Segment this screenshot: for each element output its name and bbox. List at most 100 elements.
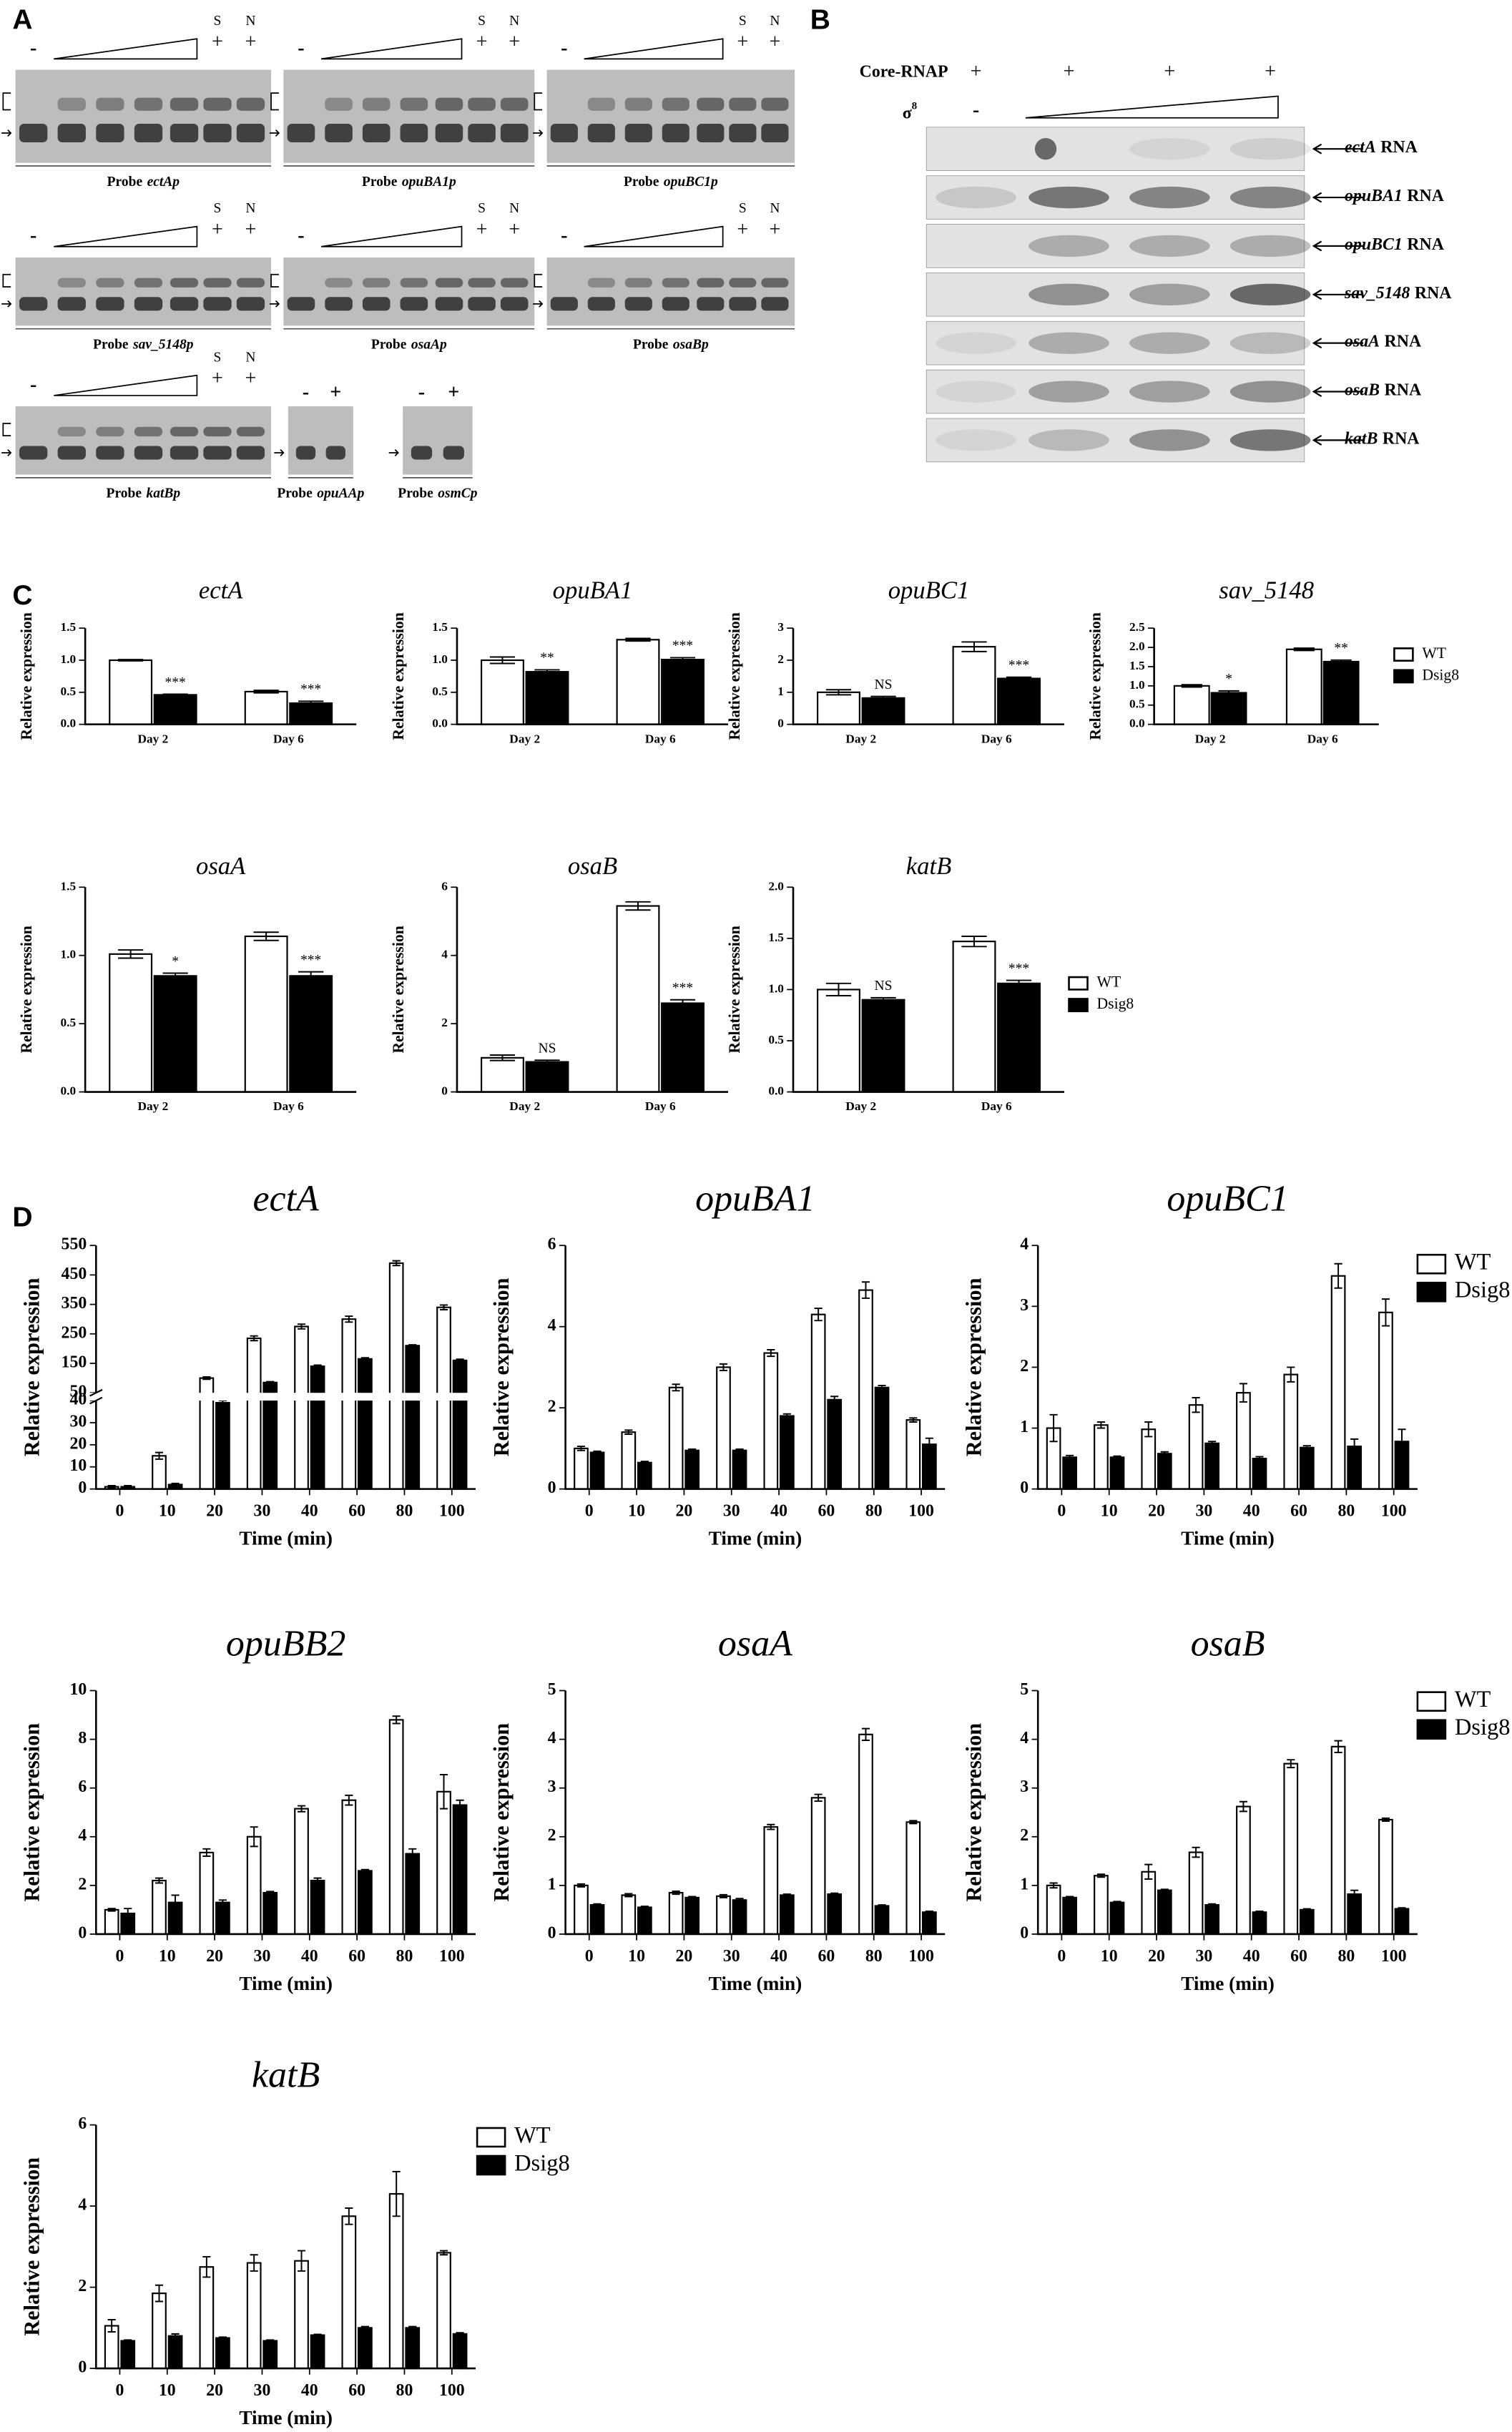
error-bar [1192, 1396, 1200, 1413]
bar [1094, 1424, 1109, 1490]
significance-label: *** [672, 981, 693, 996]
error-bar [392, 1715, 401, 1725]
x-tick-label: 100 [439, 1502, 465, 1521]
error-bar [1113, 1455, 1121, 1460]
y-tick-label: 6 [78, 2114, 87, 2133]
legend-label: Dsig8 [1422, 666, 1459, 683]
bar [858, 1733, 873, 1936]
bar [952, 941, 996, 1093]
blot-suffix: RNA [1385, 333, 1422, 351]
bar [779, 1894, 795, 1936]
chart-title: opuBC1 [1167, 1178, 1288, 1219]
x-tick-label: 0 [115, 1502, 124, 1521]
lane-sign: + [769, 219, 780, 241]
error-bar [313, 2333, 322, 2337]
treatment-label: N [245, 201, 255, 216]
y-tick-label: 1 [1020, 1418, 1029, 1436]
gel-shift-band [468, 278, 496, 288]
x-axis-label: Time (min) [1181, 1527, 1275, 1549]
gel-shift-band [435, 97, 463, 111]
bar [436, 2252, 451, 2370]
x-tick-label: Day 2 [137, 732, 168, 745]
bar [905, 1821, 921, 1936]
error-bar [1049, 1882, 1058, 1889]
y-tick-label: 0 [777, 717, 784, 730]
x-tick-label: 30 [723, 1502, 740, 1521]
gel-shift-band [57, 97, 86, 111]
error-bar [1287, 1366, 1295, 1383]
gel-label-probe: Probe [633, 338, 669, 353]
error-bar [861, 1727, 870, 1741]
axis-line [564, 1690, 946, 1936]
error-bar [250, 1335, 258, 1342]
gel-band [362, 297, 391, 311]
gel-band [729, 124, 757, 143]
bar [1285, 648, 1322, 725]
x-tick-label: 0 [115, 2381, 124, 2400]
y-tick-label: 0 [78, 1479, 87, 1497]
lane-sign: - [561, 37, 567, 59]
bar [861, 999, 905, 1093]
bar [289, 702, 333, 725]
free-probe-arrow [533, 300, 544, 308]
gel [283, 257, 535, 326]
blot-band [1129, 283, 1210, 305]
y-tick-label: 0.0 [1129, 717, 1145, 730]
gel-shift-band [236, 278, 265, 288]
gel-shift-band [134, 426, 163, 437]
gel-band [729, 297, 757, 311]
gel-label: Probe opuAAp [277, 486, 364, 501]
blot-band [1034, 137, 1057, 160]
error-bar [202, 1848, 211, 1857]
core-sign: + [1164, 60, 1175, 82]
x-tick-label: Day 6 [273, 732, 304, 745]
error-bar [439, 1774, 448, 1810]
axis-break-gap [87, 1393, 479, 1401]
gel-label: Probe osaAp [371, 338, 447, 353]
y-axis-label: Relative expression [726, 926, 743, 1053]
shift-bracket [2, 273, 11, 288]
error-bar [1160, 1451, 1169, 1456]
blot-row-label: osaA RNA [1345, 333, 1422, 351]
gel-label: Probe osmCp [398, 486, 477, 501]
y-tick-label: 2.0 [768, 879, 784, 893]
error-bar [1398, 1907, 1406, 1911]
gel-shift-band [468, 97, 496, 111]
gel-shift-band [96, 426, 124, 437]
error-bar [1239, 1800, 1248, 1813]
error-bar [782, 1893, 791, 1897]
y-tick-label: 0 [441, 1084, 448, 1098]
treatment-label: N [245, 14, 255, 29]
x-tick-label: 10 [159, 2381, 176, 2400]
error-bar [767, 1349, 775, 1358]
legend-label: WT [514, 2122, 551, 2148]
blot-gene: osaB [1345, 381, 1380, 400]
bar [215, 1901, 230, 1936]
error-bar [1239, 1383, 1248, 1403]
y-tick-label: 2 [1020, 1357, 1029, 1376]
error-bar [1330, 659, 1352, 665]
error-bar [408, 1344, 417, 1348]
blot-gene: sav_5148 [1344, 284, 1410, 303]
blot-row [926, 175, 1305, 220]
legend-swatch [1393, 647, 1414, 662]
error-bar [154, 1451, 164, 1460]
y-tick-label: 4 [1020, 1235, 1029, 1254]
bar [120, 2340, 136, 2370]
significance-label: *** [165, 675, 186, 690]
gel-band [236, 297, 265, 311]
treatment-label: N [770, 14, 780, 29]
bar [1322, 660, 1360, 725]
lane-sign: - [30, 373, 36, 396]
gel-band [236, 124, 265, 143]
error-bar [909, 1820, 918, 1825]
error-bar [1218, 690, 1239, 696]
gel-shift-band [203, 97, 232, 111]
y-tick-label: 0 [1020, 1479, 1029, 1497]
blot-band [1029, 235, 1109, 258]
error-bar [719, 1363, 728, 1371]
gel-band [57, 124, 86, 143]
bar [817, 691, 860, 725]
legend-swatch [476, 2127, 506, 2148]
y-tick-label: 0.5 [1129, 697, 1145, 711]
